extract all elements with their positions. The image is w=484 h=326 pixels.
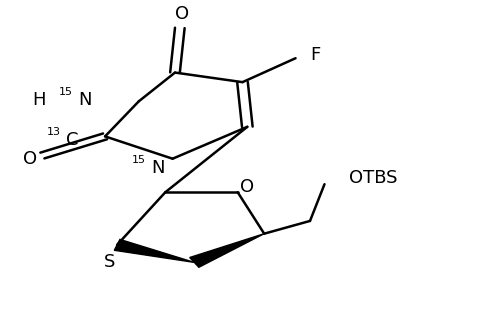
Text: N: N: [151, 159, 164, 177]
Text: 15: 15: [59, 87, 73, 97]
Text: H: H: [32, 91, 46, 109]
Text: F: F: [309, 46, 319, 64]
Text: C: C: [66, 131, 79, 149]
Text: O: O: [240, 178, 254, 197]
Text: OTBS: OTBS: [348, 169, 396, 187]
Text: 13: 13: [47, 126, 61, 137]
Text: N: N: [78, 91, 92, 109]
Text: S: S: [104, 253, 115, 272]
Text: 15: 15: [131, 155, 145, 165]
Text: O: O: [23, 150, 37, 168]
Text: O: O: [175, 5, 189, 23]
Polygon shape: [189, 234, 264, 267]
Polygon shape: [114, 239, 194, 262]
